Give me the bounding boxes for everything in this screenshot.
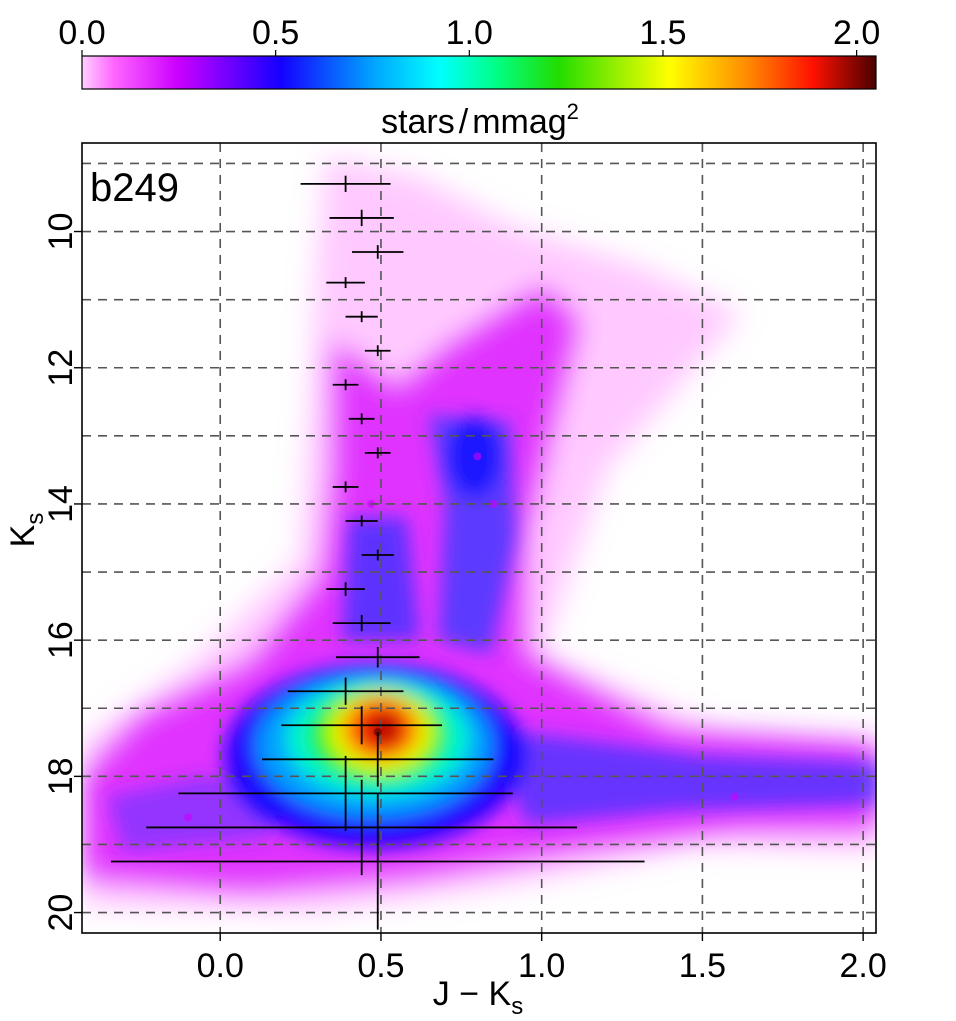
density-feature bbox=[730, 792, 739, 801]
error-bar bbox=[361, 549, 394, 561]
error-bar bbox=[287, 677, 404, 705]
y-tick-label: 18 bbox=[42, 757, 80, 795]
error-bar bbox=[262, 732, 494, 787]
colorbar-tick-label: 2.0 bbox=[833, 14, 880, 52]
error-bar bbox=[326, 582, 365, 596]
y-axis: 10 12 14 16 18 20 bbox=[42, 213, 82, 932]
colorbar-tick-label: 1.5 bbox=[639, 14, 686, 52]
error-bar bbox=[335, 646, 420, 668]
colorbar-tick-label: 0.0 bbox=[58, 14, 105, 52]
x-axis: 0.0 0.5 1.0 1.5 2.0 bbox=[197, 933, 887, 985]
error-bar bbox=[326, 277, 365, 289]
colorbar-ticks: 0.0 0.5 1.0 1.5 2.0 bbox=[58, 14, 880, 56]
error-bar bbox=[345, 311, 378, 323]
error-bar bbox=[146, 779, 578, 876]
y-axis-label: Ks bbox=[4, 513, 49, 548]
error-bar bbox=[110, 793, 645, 930]
error-bar bbox=[364, 345, 391, 357]
plot-area: b249 bbox=[81, 142, 877, 934]
error-bar bbox=[329, 209, 394, 227]
y-tick-label: 16 bbox=[42, 621, 80, 659]
error-bar bbox=[300, 175, 391, 193]
x-tick-label: 0.5 bbox=[357, 947, 404, 985]
y-tick-label: 12 bbox=[42, 349, 80, 387]
error-bar bbox=[352, 245, 404, 259]
plot-frame bbox=[81, 142, 877, 934]
error-bar bbox=[364, 447, 391, 459]
error-bar bbox=[332, 614, 391, 632]
density-map bbox=[82, 156, 876, 913]
colorbar-tick-label: 1.0 bbox=[446, 14, 493, 52]
error-bar bbox=[332, 379, 359, 391]
error-bar bbox=[281, 706, 443, 745]
y-tick-label: 20 bbox=[42, 894, 80, 932]
error-bar bbox=[345, 515, 378, 527]
colorbar: 0.0 0.5 1.0 1.5 2.0 stars / mmag2 bbox=[58, 14, 880, 141]
density-level bbox=[368, 712, 401, 745]
y-tick-label: 10 bbox=[42, 213, 80, 251]
x-axis-label: J − Ks bbox=[433, 975, 523, 1020]
colorbar-label: stars / mmag2 bbox=[381, 99, 579, 141]
x-tick-label: 2.0 bbox=[840, 947, 887, 985]
x-tick-label: 1.5 bbox=[679, 947, 726, 985]
density-feature bbox=[473, 452, 482, 461]
error-bar bbox=[348, 413, 375, 425]
density-feature bbox=[184, 813, 193, 822]
colorbar-tick-label: 0.5 bbox=[252, 14, 299, 52]
panel-label: b249 bbox=[90, 166, 179, 210]
error-bar bbox=[178, 755, 513, 831]
error-bar bbox=[332, 481, 359, 493]
grid-lines bbox=[82, 143, 876, 933]
error-bars bbox=[110, 175, 645, 930]
colorbar-bar bbox=[81, 55, 877, 90]
y-tick-label: 14 bbox=[42, 485, 80, 523]
x-tick-label: 1.0 bbox=[518, 947, 565, 985]
density-tail bbox=[493, 728, 876, 825]
x-tick-label: 0.0 bbox=[197, 947, 244, 985]
density-feature bbox=[489, 499, 498, 508]
